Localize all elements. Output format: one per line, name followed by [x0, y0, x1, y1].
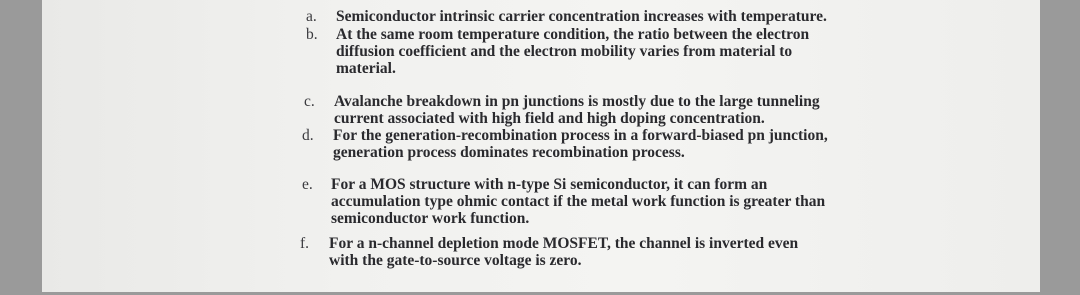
item-text-line: accumulation type ohmic contact if the m…	[331, 193, 826, 210]
item-text-line: For a n-channel depletion mode MOSFET, t…	[329, 235, 799, 252]
item-text-line: semiconductor work function.	[331, 210, 530, 227]
item-label: e.	[302, 176, 313, 193]
item-label: c.	[304, 93, 315, 110]
item-text-line: Avalanche breakdown in pn junctions is m…	[334, 93, 820, 110]
item-text-line: For a MOS structure with n-type Si semic…	[331, 176, 768, 193]
item-text-line: generation process dominates recombinati…	[333, 144, 685, 161]
paper	[42, 0, 1040, 292]
item-text-line: material.	[336, 60, 396, 77]
item-text-line: For the generation-recombination process…	[333, 127, 828, 144]
item-text-line: current associated with high field and h…	[334, 110, 765, 127]
item-label: b.	[306, 26, 318, 43]
item-text-line: diffusion coefficient and the electron m…	[336, 43, 793, 60]
item-label: a.	[306, 8, 317, 25]
item-text-line: with the gate-to-source voltage is zero.	[329, 252, 582, 269]
item-text-line: Semiconductor intrinsic carrier concentr…	[336, 8, 827, 25]
item-label: f.	[300, 235, 310, 252]
item-text-line: At the same room temperature condition, …	[336, 26, 810, 43]
item-label: d.	[302, 127, 314, 144]
